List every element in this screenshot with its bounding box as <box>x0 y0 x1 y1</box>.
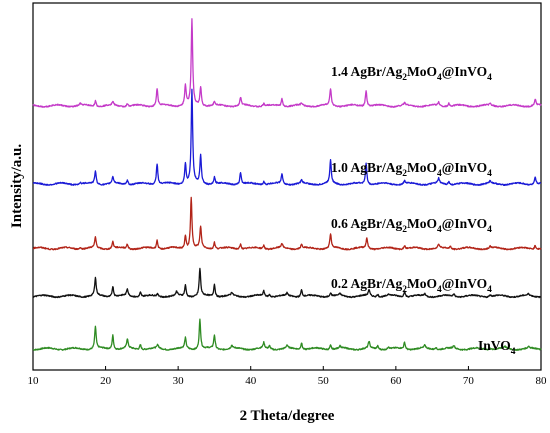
plot-frame <box>32 2 542 371</box>
series-label-subscript: 4 <box>487 169 492 179</box>
series-label-subscript: 4 <box>437 225 442 235</box>
series-traces <box>32 18 542 351</box>
series-label-subscript: 2 <box>402 285 407 295</box>
x-tick-label: 60 <box>390 375 402 387</box>
series-label-part: 1.0 AgBr/Ag <box>331 160 403 175</box>
series-label-part: 0.2 AgBr/Ag <box>331 276 403 291</box>
series-label-part: MoO <box>407 64 437 79</box>
series-label-part: InVO <box>478 338 511 353</box>
x-tick-label: 10 <box>28 375 40 387</box>
series-label-part: @InVO <box>442 160 487 175</box>
series-label-subscript: 4 <box>487 285 492 295</box>
series-label-subscript: 2 <box>402 73 407 83</box>
series-label-subscript: 4 <box>437 169 442 179</box>
series-label: 1.4 AgBr/Ag2MoO4@InVO4 <box>331 64 492 83</box>
series-label-part: @InVO <box>442 64 487 79</box>
x-tick-label: 40 <box>245 375 257 387</box>
series-label-part: MoO <box>407 276 437 291</box>
y-axis-title: Intensity/a.u. <box>9 144 25 228</box>
series-label: InVO4 <box>478 338 516 357</box>
series-label-subscript: 4 <box>487 73 492 83</box>
x-axis-title: 2 Theta/degree <box>240 408 335 424</box>
x-tick-label: 30 <box>173 375 185 387</box>
series-label-part: 0.6 AgBr/Ag <box>331 216 403 231</box>
x-axis-ticks: 10 20 30 40 50 60 70 80 <box>28 366 548 387</box>
series-label-part: @InVO <box>442 216 487 231</box>
series-line <box>32 88 542 187</box>
x-tick-label: 50 <box>318 375 330 387</box>
series-label-part: 1.4 AgBr/Ag <box>331 64 403 79</box>
series-label: 0.2 AgBr/Ag2MoO4@InVO4 <box>331 276 492 295</box>
x-tick-label: 80 <box>536 375 548 387</box>
series-label: 0.6 AgBr/Ag2MoO4@InVO4 <box>331 216 492 235</box>
series-label-subscript: 4 <box>487 225 492 235</box>
series-line <box>32 318 542 351</box>
series-label-subscript: 4 <box>437 285 442 295</box>
x-tick-label: 20 <box>100 375 112 387</box>
series-line <box>32 18 542 108</box>
series-label-subscript: 2 <box>402 169 407 179</box>
series-label-part: MoO <box>407 160 437 175</box>
x-tick-label: 70 <box>463 375 475 387</box>
series-label-subscript: 2 <box>402 225 407 235</box>
series-label: 1.0 AgBr/Ag2MoO4@InVO4 <box>331 160 492 179</box>
series-label-part: MoO <box>407 216 437 231</box>
series-label-part: @InVO <box>442 276 487 291</box>
series-line <box>32 196 542 251</box>
series-label-subscript: 4 <box>511 347 516 357</box>
series-line <box>32 267 542 299</box>
series-label-subscript: 4 <box>437 73 442 83</box>
